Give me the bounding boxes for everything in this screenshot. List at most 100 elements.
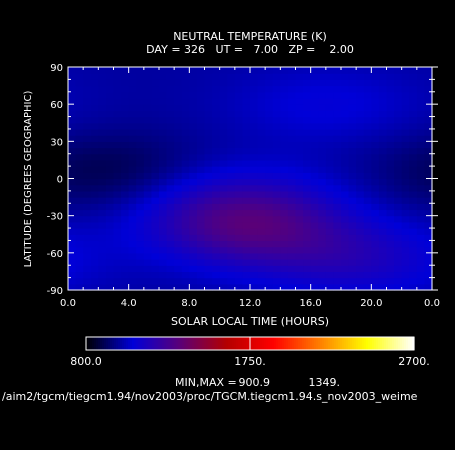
heatmap-cell: [151, 159, 160, 167]
heatmap-cell: [189, 259, 198, 266]
heatmap-cell: [363, 128, 372, 136]
heatmap-cell: [280, 166, 289, 173]
heatmap-cell: [272, 104, 281, 111]
heatmap-cell: [128, 178, 137, 186]
heatmap-cell: [242, 73, 251, 80]
heatmap-cell: [227, 203, 236, 211]
colorbar-swatch: [368, 337, 371, 350]
heatmap-cell: [341, 209, 350, 217]
heatmap-cell: [356, 246, 365, 254]
heatmap-cell: [83, 104, 92, 111]
heatmap-cell: [386, 209, 395, 217]
heatmap-cell: [424, 234, 433, 242]
heatmap-cell: [325, 215, 335, 223]
heatmap-cell: [143, 209, 153, 217]
heatmap-cell: [378, 141, 388, 149]
heatmap-cell: [265, 234, 274, 242]
max-value: 1349.: [309, 376, 341, 389]
heatmap-cell: [143, 246, 153, 254]
heatmap-cell: [212, 209, 221, 217]
heatmap-cell: [363, 203, 372, 211]
heatmap-cell: [401, 97, 410, 105]
heatmap-cell: [303, 252, 312, 260]
heatmap-cell: [424, 283, 433, 291]
heatmap-cell: [113, 234, 122, 242]
heatmap-cell: [386, 246, 395, 254]
heatmap-cell: [295, 153, 304, 161]
heatmap-cell: [136, 91, 145, 99]
heatmap-cell: [318, 271, 327, 279]
heatmap-cell: [212, 116, 221, 124]
colorbar-swatch: [200, 337, 203, 350]
heatmap-cell: [219, 252, 228, 260]
heatmap-cell: [363, 122, 372, 130]
heatmap-cell: [363, 228, 372, 235]
heatmap-cell: [204, 79, 213, 87]
heatmap-cell: [325, 153, 335, 161]
heatmap-cell: [303, 246, 312, 254]
heatmap-cell: [219, 91, 228, 99]
heatmap-cell: [272, 197, 281, 204]
heatmap-cell: [401, 197, 410, 204]
heatmap-cell: [242, 178, 251, 186]
heatmap-cell: [303, 116, 312, 124]
heatmap-cell: [121, 246, 130, 254]
heatmap-cell: [325, 85, 335, 93]
heatmap-cell: [265, 190, 274, 198]
heatmap-cell: [265, 135, 274, 142]
heatmap-cell: [348, 67, 357, 74]
heatmap-cell: [143, 190, 153, 198]
heatmap-cell: [166, 246, 175, 254]
heatmap-cell: [265, 73, 274, 80]
heatmap-cell: [310, 221, 319, 229]
heatmap-cell: [280, 110, 289, 118]
heatmap-cell: [105, 73, 115, 80]
heatmap-cell: [75, 141, 84, 149]
heatmap-cell: [386, 85, 395, 93]
heatmap-cell: [318, 259, 327, 266]
heatmap-cell: [333, 190, 342, 198]
heatmap-cell: [204, 203, 213, 211]
heatmap-cell: [348, 265, 357, 273]
heatmap-cell: [287, 203, 297, 211]
heatmap-cell: [378, 91, 388, 99]
heatmap-cell: [401, 184, 410, 192]
heatmap-cell: [151, 259, 160, 266]
heatmap-cell: [136, 234, 145, 242]
heatmap-cell: [386, 135, 395, 142]
heatmap-cell: [212, 215, 221, 223]
heatmap-cell: [159, 197, 168, 204]
heatmap-cell: [272, 128, 281, 136]
heatmap-cell: [310, 79, 319, 87]
heatmap-cell: [424, 85, 433, 93]
heatmap-cell: [409, 197, 418, 204]
heatmap-cell: [90, 141, 99, 149]
heatmap-cell: [83, 79, 92, 87]
heatmap-cell: [75, 178, 84, 186]
heatmap-cell: [136, 259, 145, 266]
heatmap-cell: [181, 178, 190, 186]
heatmap-cell: [310, 153, 319, 161]
heatmap-cell: [280, 271, 289, 279]
heatmap-cell: [287, 135, 297, 142]
heatmap-cell: [227, 265, 236, 273]
heatmap-cell: [105, 166, 115, 173]
heatmap-cell: [105, 141, 115, 149]
colorbar-swatch: [230, 337, 233, 350]
heatmap-cell: [280, 190, 289, 198]
heatmap-cell: [242, 240, 251, 248]
heatmap-cell: [295, 215, 304, 223]
heatmap-cell: [325, 190, 335, 198]
heatmap-cell: [196, 122, 206, 130]
heatmap-cell: [219, 159, 228, 167]
heatmap-cell: [234, 277, 244, 285]
heatmap-cell: [265, 91, 274, 99]
heatmap-cell: [287, 178, 297, 186]
heatmap-cell: [303, 73, 312, 80]
colorbar-swatch: [344, 337, 347, 350]
colorbar-swatch: [310, 337, 313, 350]
heatmap-cell: [280, 259, 289, 266]
heatmap-cell: [325, 228, 335, 235]
heatmap-cell: [378, 209, 388, 217]
heatmap-cell: [280, 159, 289, 167]
